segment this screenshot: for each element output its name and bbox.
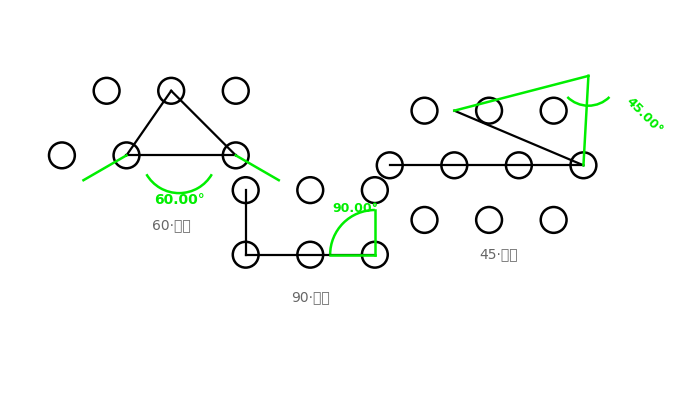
- Text: 60.00°: 60.00°: [154, 193, 204, 207]
- Text: 90·直排: 90·直排: [291, 290, 330, 304]
- Text: 60·错排: 60·错排: [152, 218, 190, 232]
- Text: 90.00°: 90.00°: [332, 202, 378, 215]
- Text: 45·错排: 45·错排: [480, 248, 518, 262]
- Text: 45.00°: 45.00°: [623, 95, 665, 136]
